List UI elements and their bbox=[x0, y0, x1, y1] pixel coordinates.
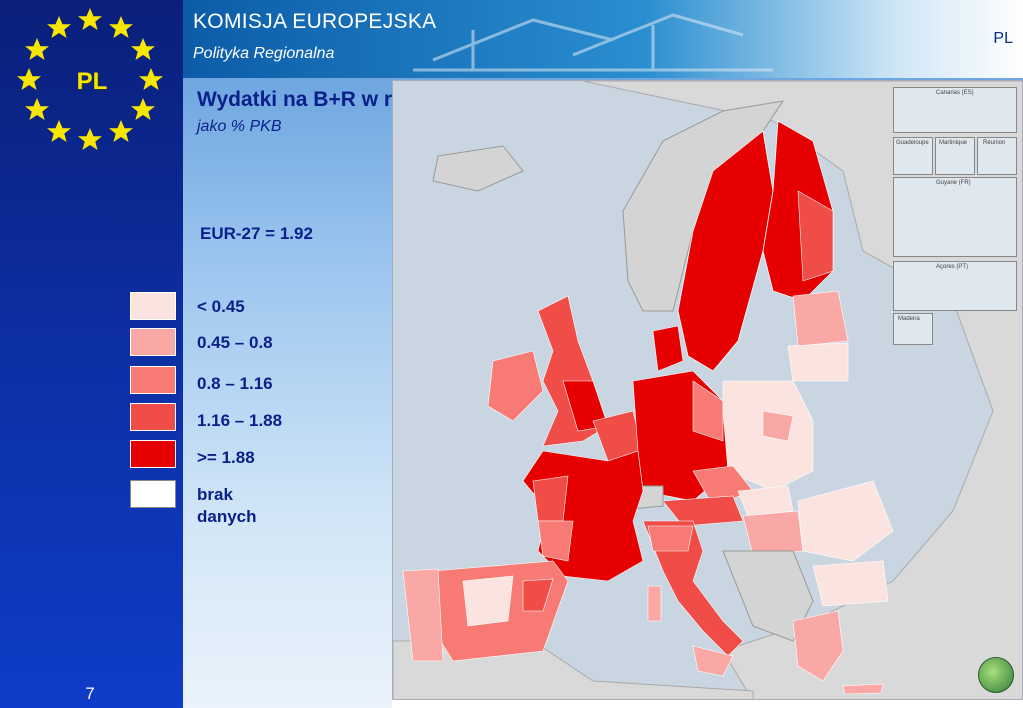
legend-swatch bbox=[130, 480, 176, 508]
legend-label: < 0.45 bbox=[197, 297, 245, 316]
country-code-label: PL bbox=[76, 68, 108, 95]
inset-guadeloupe: Guadeloupe bbox=[893, 137, 933, 175]
legend-swatch bbox=[130, 440, 176, 468]
harbor-cranes-icon bbox=[413, 13, 773, 72]
inset-label: Réunion bbox=[983, 140, 1006, 146]
average-label: EUR-27 = 1.92 bbox=[200, 224, 313, 243]
legend-label: 0.8 – 1.16 bbox=[197, 374, 273, 393]
legend-label: 1.16 – 1.88 bbox=[197, 411, 283, 430]
legend-swatch bbox=[130, 403, 176, 431]
slide-subtitle: jako % PKB bbox=[197, 118, 282, 135]
legend-label: brak danych bbox=[197, 485, 257, 526]
inset-acores: Açores (PT) bbox=[893, 261, 1017, 311]
language-indicator: PL bbox=[993, 30, 1013, 47]
org-title: KOMISJA EUROPEJSKA bbox=[193, 10, 437, 33]
legend-label: 0.45 – 0.8 bbox=[197, 333, 273, 352]
inset-canarias: Canarias (ES) bbox=[893, 87, 1017, 133]
inset-label: Guadeloupe bbox=[896, 140, 929, 146]
legend-label: >= 1.88 bbox=[197, 448, 255, 467]
inset-madeira: Madeira bbox=[893, 313, 933, 345]
page-number: 7 bbox=[85, 684, 95, 703]
map-bottom-strip bbox=[392, 700, 1023, 708]
inset-reunion: Réunion bbox=[977, 137, 1017, 175]
inset-label: Guyane (FR) bbox=[936, 180, 971, 186]
inset-martinique: Martinique bbox=[935, 137, 975, 175]
legend-swatch bbox=[130, 366, 176, 394]
europe-map: Canarias (ES) Guadeloupe Martinique Réun… bbox=[392, 80, 1023, 700]
legend-swatch bbox=[130, 328, 176, 356]
inset-guyane: Guyane (FR) bbox=[893, 177, 1017, 257]
legend-swatch bbox=[130, 292, 176, 320]
header-banner: KOMISJA EUROPEJSKA Polityka Regionalna P… bbox=[183, 0, 1023, 78]
org-subtitle: Polityka Regionalna bbox=[193, 45, 335, 62]
regio-logo-icon bbox=[978, 657, 1014, 693]
inset-label: Madeira bbox=[898, 316, 920, 322]
inset-label: Açores (PT) bbox=[936, 264, 969, 270]
inset-label: Martinique bbox=[939, 140, 968, 146]
inset-label: Canarias (ES) bbox=[936, 90, 974, 96]
